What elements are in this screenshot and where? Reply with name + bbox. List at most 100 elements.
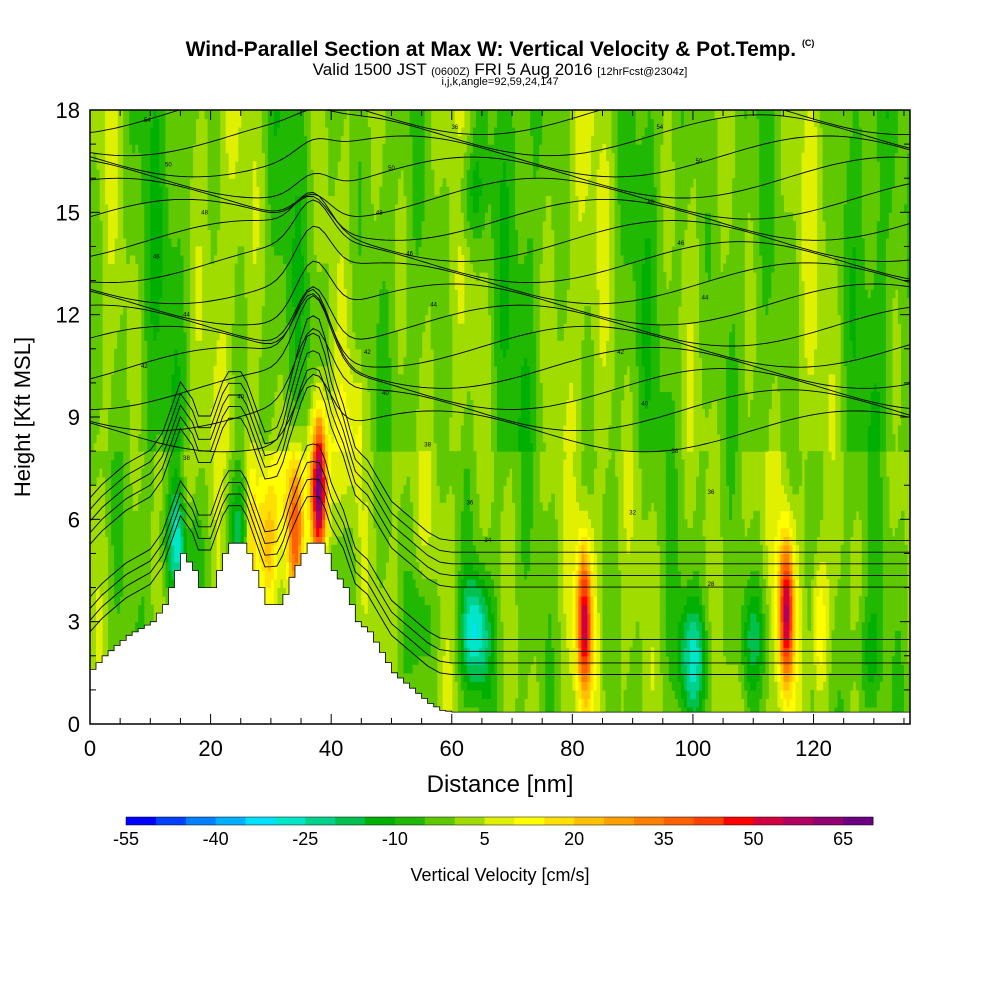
field-cell <box>117 451 121 461</box>
field-cell <box>367 144 371 154</box>
field-cell <box>111 544 115 554</box>
field-cell <box>138 161 142 171</box>
field-cell <box>150 255 154 265</box>
field-cell <box>129 144 133 154</box>
field-cell <box>141 536 145 546</box>
field-cell <box>90 468 94 478</box>
field-cell <box>282 169 287 179</box>
field-cell <box>99 365 103 375</box>
field-cell <box>147 434 151 444</box>
field-cell <box>93 220 97 230</box>
field-cell <box>141 510 145 520</box>
field-cell <box>358 408 362 418</box>
field-cell <box>96 280 100 290</box>
field-cell <box>168 434 172 444</box>
field-cell <box>138 246 142 256</box>
field-cell <box>108 527 112 537</box>
field-cell <box>126 127 130 137</box>
field-cell <box>120 502 124 512</box>
field-cell <box>123 476 127 486</box>
field-cell <box>144 485 148 495</box>
field-cell <box>144 417 148 427</box>
field-cell <box>153 280 157 290</box>
field-cell <box>144 442 148 452</box>
field-cell <box>123 544 127 554</box>
field-cell <box>108 203 112 213</box>
field-cell <box>171 203 175 213</box>
field-cell <box>334 169 338 179</box>
field-cell <box>156 195 160 205</box>
field-cell <box>126 519 130 529</box>
field-cell <box>117 527 121 537</box>
field-cell <box>117 357 121 367</box>
field-cell <box>174 553 178 563</box>
field-cell <box>93 459 97 469</box>
field-cell <box>156 348 160 358</box>
field-cell <box>153 246 157 256</box>
field-cell <box>162 186 166 196</box>
field-cell <box>132 613 136 623</box>
field-cell <box>189 144 194 154</box>
field-cell <box>105 135 109 145</box>
field-cell <box>168 570 172 580</box>
field-cell <box>216 169 221 179</box>
field-cell <box>114 562 118 572</box>
field-cell <box>123 195 127 205</box>
field-cell <box>114 374 118 384</box>
field-cell <box>162 562 166 572</box>
field-cell <box>168 169 172 179</box>
field-cell <box>147 399 151 409</box>
field-cell <box>147 314 151 324</box>
field-cell <box>159 510 163 520</box>
field-cell <box>304 272 308 282</box>
field-cell <box>105 476 109 486</box>
field-cell <box>240 425 245 435</box>
field-cell <box>147 220 151 230</box>
field-cell <box>93 425 97 435</box>
field-cell <box>391 237 396 247</box>
field-cell <box>180 118 184 128</box>
field-cell <box>165 144 169 154</box>
field-cell <box>364 365 368 375</box>
field-cell <box>240 442 245 452</box>
field-cell <box>261 110 266 120</box>
field-cell <box>168 280 172 290</box>
field-cell <box>346 365 350 375</box>
title-text: Wind-Parallel Section at Max W: Vertical… <box>185 38 797 61</box>
field-cell <box>325 323 329 333</box>
field-cell <box>165 169 169 179</box>
field-cell <box>135 519 139 529</box>
field-cell <box>96 365 100 375</box>
field-cell <box>171 280 175 290</box>
field-cell <box>147 382 151 392</box>
field-cell <box>337 135 341 145</box>
field-cell <box>141 604 145 614</box>
field-cell <box>385 434 389 444</box>
field-cell <box>367 178 371 188</box>
field-cell <box>394 178 399 188</box>
field-cell <box>406 391 411 401</box>
field-cell <box>90 203 94 213</box>
field-cell <box>186 203 191 213</box>
field-cell <box>108 408 112 418</box>
field-cell <box>156 323 160 333</box>
field-cell <box>123 434 127 444</box>
field-cell <box>307 110 311 120</box>
field-cell <box>114 144 118 154</box>
field-cell <box>114 391 118 401</box>
field-cell <box>168 468 172 478</box>
field-cell <box>385 178 389 188</box>
field-cell <box>171 451 175 461</box>
field-cell <box>198 331 203 341</box>
field-cell <box>168 110 172 120</box>
field-cell <box>367 186 371 196</box>
field-cell <box>111 135 115 145</box>
field-cell <box>99 374 103 384</box>
field-cell <box>111 212 115 222</box>
field-cell <box>126 152 130 162</box>
field-cell <box>117 468 121 478</box>
field-cell <box>93 374 97 384</box>
field-cell <box>135 178 139 188</box>
field-cell <box>162 297 166 307</box>
field-cell <box>406 638 411 648</box>
